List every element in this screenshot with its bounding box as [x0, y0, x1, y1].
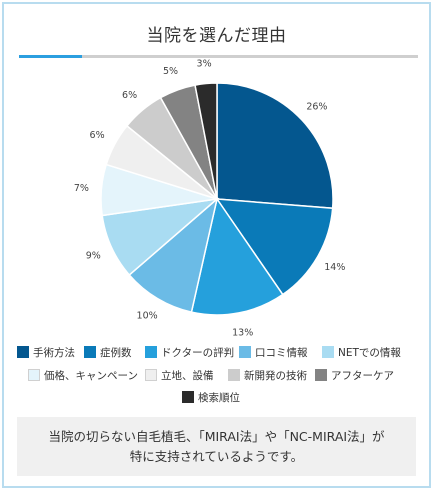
title-underline — [19, 55, 418, 58]
pie-data-label-9: 5% — [163, 66, 178, 77]
legend-swatch — [84, 346, 96, 358]
legend-item-9: アフターケア — [315, 369, 394, 382]
legend-item-5: NETでの情報 — [322, 346, 401, 359]
title-underline-accent — [19, 55, 82, 58]
pie-data-label-10: 3% — [197, 59, 212, 70]
summary-note: 当院の切らない自毛植毛、「MIRAI法」や「NC-MIRAI法」が 特に支持され… — [17, 417, 416, 476]
legend-label: 価格、キャンペーン — [44, 369, 138, 382]
pie-data-label-3: 13% — [232, 328, 253, 339]
legend-swatch — [28, 369, 40, 381]
legend-swatch — [145, 369, 157, 381]
pie-data-label-1: 26% — [306, 102, 327, 113]
legend-label: 立地、設備 — [161, 369, 214, 382]
legend-swatch — [239, 346, 251, 358]
summary-note-line-1: 当院の切らない自毛植毛、「MIRAI法」や「NC-MIRAI法」が — [48, 429, 385, 444]
chart-title: 当院を選んだ理由 — [146, 26, 287, 46]
legend-item-6: 価格、キャンペーン — [28, 369, 138, 382]
legend-label: ドクターの評判 — [161, 346, 235, 359]
pie-data-label-5: 9% — [86, 251, 101, 262]
legend-swatch — [228, 369, 240, 381]
legend-item-8: 新開発の技術 — [228, 369, 307, 382]
pie-data-label-6: 7% — [74, 183, 89, 194]
pie-data-label-2: 14% — [324, 262, 345, 273]
legend-label: アフターケア — [331, 369, 394, 382]
pie-slice-10 — [194, 82, 218, 200]
pie-slice-1 — [216, 82, 334, 209]
legend-label: 手術方法 — [33, 346, 75, 359]
legend-label: 検索順位 — [198, 391, 240, 404]
pie-data-label-4: 10% — [137, 311, 158, 322]
legend-swatch — [182, 391, 194, 403]
legend-swatch — [17, 346, 29, 358]
legend-label: NETでの情報 — [338, 346, 401, 359]
legend-swatch — [145, 346, 157, 358]
legend-item-2: 症例数 — [84, 346, 132, 359]
legend-item-7: 立地、設備 — [145, 369, 214, 382]
legend-item-4: 口コミ情報 — [239, 346, 308, 359]
legend-label: 口コミ情報 — [255, 346, 308, 359]
legend-label: 症例数 — [100, 346, 132, 359]
legend-item-1: 手術方法 — [17, 346, 75, 359]
legend-item-3: ドクターの評判 — [145, 346, 235, 359]
legend-label: 新開発の技術 — [244, 369, 307, 382]
pie-data-label-7: 6% — [90, 130, 105, 141]
pie-chart: 26% 14% 13% 10% 9% 7% 6% 6% 5% 3% — [74, 59, 346, 339]
legend-swatch — [322, 346, 334, 358]
pie-data-label-8: 6% — [122, 90, 137, 101]
legend-swatch — [315, 369, 327, 381]
pie-slice-4 — [128, 196, 219, 314]
pie-slice-2 — [215, 198, 334, 296]
legend-item-10: 検索順位 — [182, 391, 240, 404]
pie-slice-3 — [190, 197, 284, 316]
summary-note-line-2: 特に支持されているようです。 — [129, 449, 304, 464]
